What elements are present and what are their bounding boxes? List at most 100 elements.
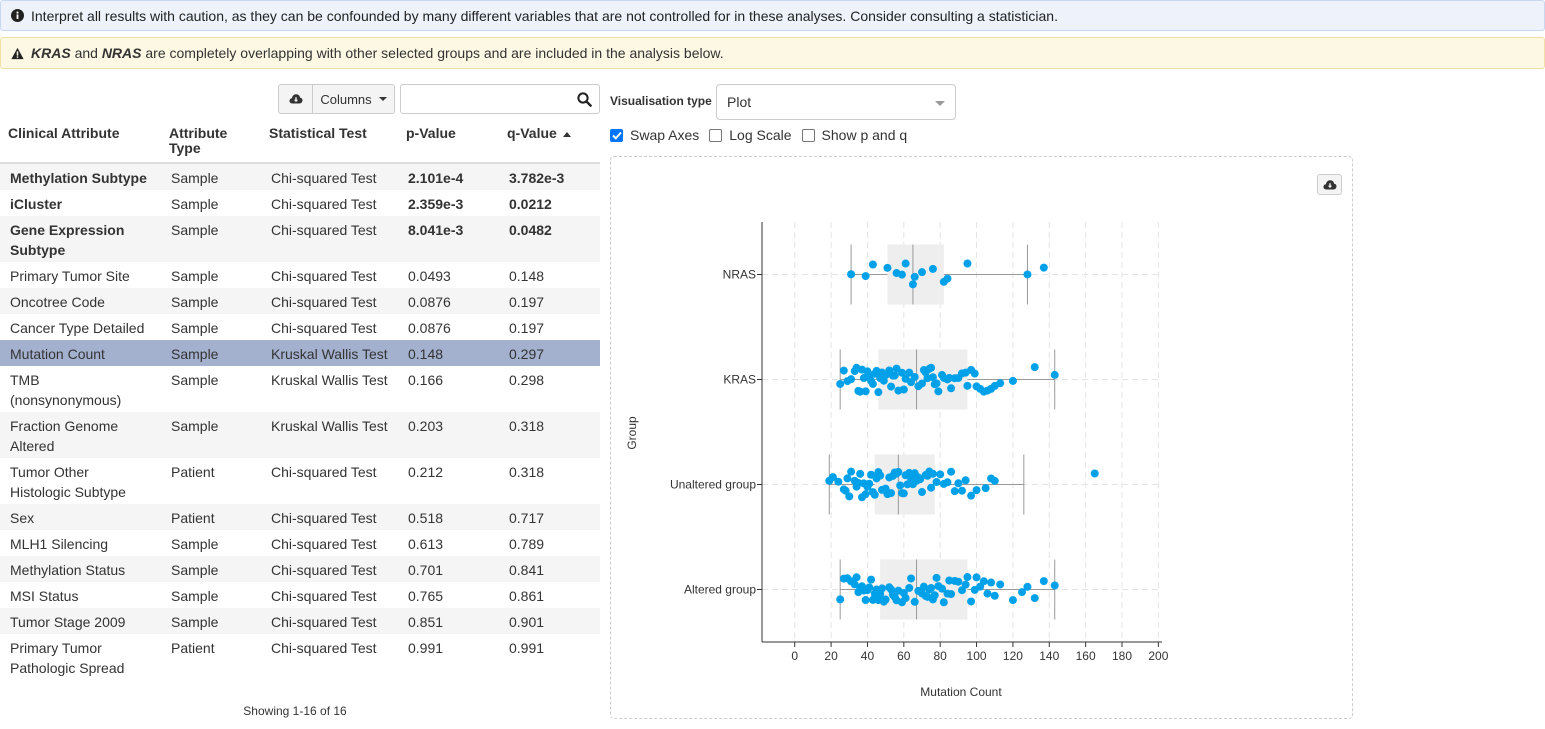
data-point (983, 589, 992, 598)
header-clinical-attribute[interactable]: Clinical Attribute (0, 124, 161, 164)
cell-p-value: 0.0876 (398, 288, 499, 314)
data-point (954, 479, 963, 488)
table-row[interactable]: MSI Status Sample Chi-squared Test 0.765 0.8… (0, 582, 600, 608)
cell-q-value: 0.841 (499, 556, 600, 582)
visualisation-type-select[interactable]: Plot (716, 84, 956, 120)
data-point (828, 473, 837, 482)
data-point (883, 263, 892, 272)
show-p-q-checkbox[interactable]: Show p and q (801, 127, 907, 143)
data-point (1008, 376, 1017, 385)
table-row[interactable]: iCluster Sample Chi-squared Test 2.359e-3 0.… (0, 190, 600, 216)
table-row[interactable]: MLH1 Silencing Sample Chi-squared Test 0.61… (0, 530, 600, 556)
cell-clinical-attribute: MSI Status (10, 588, 79, 604)
table-row[interactable]: Tumor Stage 2009 Sample Chi-squared Test 0.… (0, 608, 600, 634)
data-point (932, 477, 941, 486)
plot-download-button[interactable] (1317, 174, 1342, 195)
data-point (910, 372, 919, 381)
table-row[interactable]: Methylation Status Sample Chi-squared Test… (0, 556, 600, 582)
table-row[interactable]: Primary Tumor Pathologic Spread Patient Ch… (0, 634, 600, 680)
box-group-altered-group: Altered group (684, 559, 1059, 620)
data-point (865, 479, 874, 488)
cell-p-value: 0.991 (408, 640, 444, 656)
x-tick-label: 0 (791, 649, 798, 663)
table-row[interactable]: Oncotree Code Sample Chi-squared Test 0.087… (0, 288, 600, 314)
data-point (1090, 469, 1099, 478)
table-row[interactable]: Gene Expression Subtype Sample Chi-squared… (0, 216, 600, 262)
data-point (865, 583, 874, 592)
cell-q-value: 0.197 (499, 288, 600, 314)
cell-p-value: 0.518 (398, 504, 499, 530)
search-icon[interactable] (577, 92, 592, 110)
data-point (963, 573, 972, 582)
cell-q-value: 0.0482 (499, 216, 600, 262)
data-point (963, 381, 972, 390)
header-p-value[interactable]: p-Value (398, 124, 499, 164)
data-point (918, 379, 926, 388)
table-download-button[interactable] (278, 84, 313, 114)
cell-p-value: 0.701 (398, 556, 499, 582)
cell-p-value: 8.041e-3 (398, 216, 499, 262)
data-point (892, 364, 901, 373)
header-attribute-type[interactable]: Attribute Type (161, 124, 261, 164)
cell-statistical-test: Chi-squared Test (271, 640, 377, 656)
cell-clinical-attribute: iCluster (10, 196, 63, 212)
table-search (400, 84, 600, 114)
table-row[interactable]: TMB (nonsynonymous) Sample Kruskal Wallis … (0, 366, 600, 412)
header-statistical-test[interactable]: Statistical Test (261, 124, 398, 164)
table-row[interactable]: Cancer Type Detailed Sample Chi-squared Te… (0, 314, 600, 340)
data-point (996, 379, 1005, 388)
swap-axes-checkbox[interactable]: Swap Axes (610, 127, 699, 143)
data-point (890, 371, 899, 380)
data-point (876, 471, 885, 480)
cell-attribute-type: Sample (161, 556, 261, 582)
header-q-value[interactable]: q-Value (499, 124, 600, 164)
show-p-q-check[interactable] (801, 128, 815, 142)
cell-q-value: 0.297 (499, 340, 600, 366)
swap-axes-check[interactable] (610, 128, 623, 142)
data-point (970, 369, 979, 378)
cell-statistical-test: Chi-squared Test (261, 556, 398, 582)
columns-dropdown-button[interactable]: Columns (313, 84, 395, 114)
visualisation-type-value: Plot (727, 94, 752, 110)
overlap-warning-text: KRAS and NRAS are completely overlapping… (31, 45, 724, 61)
log-scale-checkbox[interactable]: Log Scale (709, 127, 792, 143)
log-scale-check[interactable] (709, 128, 723, 142)
data-point (950, 487, 959, 496)
cell-attribute-type: Sample (161, 288, 261, 314)
warning-triangle-icon (11, 47, 24, 60)
cell-q-value: 0.148 (509, 268, 545, 284)
data-point (1018, 588, 1026, 597)
search-input[interactable] (401, 85, 571, 113)
data-point (881, 595, 890, 604)
cell-q-value: 0.861 (509, 588, 545, 604)
info-circle-icon (11, 9, 24, 22)
cell-statistical-test: Chi-squared Test (271, 588, 377, 604)
cell-p-value: 0.148 (398, 340, 499, 366)
data-point (981, 484, 990, 493)
cell-attribute-type: Patient (171, 464, 215, 480)
table-row[interactable]: Tumor Other Histologic Subtype Patient Chi… (0, 458, 600, 504)
data-point (847, 375, 856, 384)
data-point (958, 486, 966, 495)
data-point (927, 483, 936, 492)
data-point (932, 379, 941, 388)
table-row[interactable]: Primary Tumor Site Sample Chi-squared Test… (0, 262, 600, 288)
gene-nras: NRAS (101, 45, 142, 61)
cell-attribute-type: Sample (161, 412, 261, 458)
table-row[interactable]: Sex Patient Chi-squared Test 0.518 0.717 (0, 504, 600, 530)
table-row[interactable]: Mutation Count Sample Kruskal Wallis Test 0… (0, 340, 600, 366)
data-point (1030, 594, 1039, 603)
data-point (928, 373, 937, 382)
x-tick-label: 60 (897, 649, 911, 663)
cell-p-value: 2.101e-4 (398, 163, 499, 190)
data-point (836, 595, 845, 604)
table-row[interactable]: Fraction Genome Altered Sample Kruskal Wal… (0, 412, 600, 458)
cloud-download-icon (1322, 177, 1337, 193)
table-header-row: Clinical Attribute Attribute Type Statis… (0, 124, 600, 164)
cloud-download-icon (288, 92, 303, 107)
table-row[interactable]: Methylation Subtype Sample Chi-squared Tes… (0, 163, 600, 190)
data-point (878, 584, 886, 593)
data-point (972, 573, 981, 582)
data-point (870, 490, 879, 499)
data-point (896, 481, 905, 490)
